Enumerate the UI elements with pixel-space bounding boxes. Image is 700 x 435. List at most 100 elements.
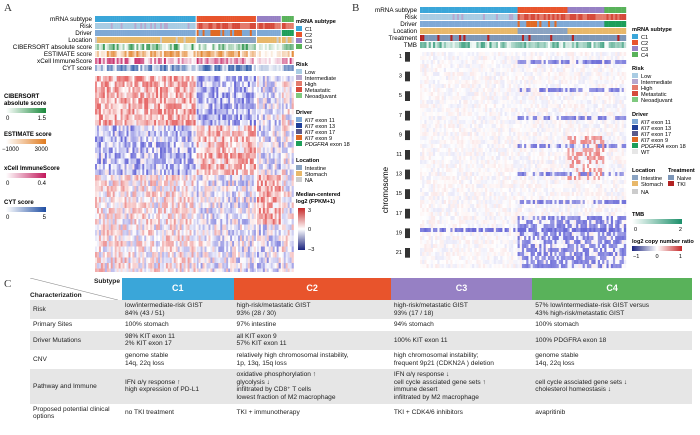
heatmap-cell bbox=[112, 235, 115, 242]
heatmap-cell bbox=[146, 153, 149, 159]
heatmap-cell bbox=[196, 230, 199, 236]
heatmap-cell bbox=[230, 120, 233, 126]
heatmap-cell bbox=[228, 219, 231, 225]
legend-swatch bbox=[296, 177, 302, 182]
heatmap-cell bbox=[226, 136, 229, 143]
heatmap-cell bbox=[108, 175, 111, 181]
treatment-cell bbox=[487, 35, 490, 41]
heatmap-cell bbox=[281, 98, 284, 104]
heatmap-cell bbox=[241, 125, 245, 132]
heatmap-cell bbox=[245, 92, 249, 99]
heatmap-cell bbox=[108, 241, 111, 247]
heatmap-cell bbox=[191, 263, 194, 269]
heatmap-cell bbox=[106, 109, 109, 115]
heatmap-cell bbox=[154, 147, 157, 154]
heatmap-cell bbox=[120, 92, 123, 99]
heatmap-cell bbox=[95, 164, 98, 170]
heatmap-cell bbox=[136, 263, 139, 269]
heatmap-cell bbox=[200, 125, 203, 132]
heatmap-cell bbox=[130, 252, 133, 258]
heatmap-cell bbox=[268, 186, 271, 192]
heatmap-cell bbox=[126, 186, 129, 192]
heatmap-cell bbox=[247, 197, 251, 203]
score-cell bbox=[278, 65, 281, 71]
heatmap-cell bbox=[187, 186, 190, 192]
treatment-cell bbox=[422, 35, 425, 41]
heatmap-cell bbox=[160, 125, 163, 132]
tmb-cell bbox=[506, 42, 510, 48]
heatmap-cell bbox=[226, 109, 229, 115]
heatmap-cell bbox=[230, 202, 233, 209]
heatmap-cell bbox=[193, 197, 196, 203]
heatmap-cell bbox=[142, 92, 145, 99]
score-cell bbox=[256, 51, 260, 57]
heatmap-cell bbox=[283, 197, 286, 203]
heatmap-cell bbox=[102, 191, 106, 198]
heatmap-cell bbox=[256, 142, 260, 148]
heatmap-cell bbox=[291, 213, 294, 220]
heatmap-cell bbox=[150, 241, 153, 247]
score-cell bbox=[140, 58, 143, 64]
location-cell bbox=[619, 28, 622, 34]
score-cell bbox=[262, 58, 266, 64]
heatmap-cell bbox=[173, 246, 176, 253]
heatmap-cell bbox=[272, 98, 275, 104]
heatmap-cell bbox=[243, 213, 247, 220]
heatmap-cell bbox=[156, 103, 159, 110]
heatmap-cell bbox=[224, 164, 227, 170]
heatmap-cell bbox=[245, 109, 249, 115]
heatmap-cell bbox=[224, 142, 227, 148]
location-cell bbox=[289, 37, 292, 43]
score-cell bbox=[276, 58, 279, 64]
heatmap-cell bbox=[183, 197, 186, 203]
heatmap-cell bbox=[126, 131, 129, 137]
heatmap-cell bbox=[270, 158, 273, 165]
heatmap-cell bbox=[247, 98, 251, 104]
heatmap-cell bbox=[204, 263, 207, 269]
heatmap-cell bbox=[216, 208, 219, 214]
heatmap-cell bbox=[98, 114, 102, 121]
heatmap-cell bbox=[276, 208, 279, 214]
heatmap-cell bbox=[189, 180, 192, 187]
heatmap-cell bbox=[181, 219, 184, 225]
risk-cell bbox=[491, 14, 494, 20]
heatmap-cell bbox=[289, 142, 292, 148]
heatmap-cell bbox=[122, 76, 125, 82]
heatmap-cell bbox=[163, 164, 167, 170]
heatmap-cell bbox=[266, 235, 269, 242]
driver-cell bbox=[210, 30, 213, 36]
heatmap-cell bbox=[158, 268, 161, 272]
heatmap-cell bbox=[148, 158, 151, 165]
heatmap-cell bbox=[214, 208, 217, 214]
heatmap-cell bbox=[218, 87, 221, 93]
heatmap-cell bbox=[216, 169, 219, 176]
heatmap-cell bbox=[128, 252, 131, 258]
treatment-cell bbox=[433, 35, 436, 41]
heatmap-cell bbox=[102, 164, 106, 170]
heatmap-cell bbox=[251, 125, 254, 132]
heatmap-cell bbox=[130, 246, 133, 253]
mrna-subtype-cell bbox=[487, 7, 490, 13]
heatmap-cell bbox=[189, 213, 192, 220]
heatmap-cell bbox=[264, 158, 267, 165]
risk-cell bbox=[435, 14, 438, 20]
mrna-subtype-cell bbox=[422, 7, 425, 13]
heatmap-cell bbox=[177, 103, 180, 110]
location-cell bbox=[278, 37, 281, 43]
heatmap-cell bbox=[104, 175, 108, 181]
heatmap-cell bbox=[289, 224, 292, 231]
heatmap-cell bbox=[167, 180, 171, 187]
heatmap-cell bbox=[110, 252, 113, 258]
heatmap-cell bbox=[285, 81, 288, 88]
heatmap-cell bbox=[268, 197, 271, 203]
heatmap-cell bbox=[158, 103, 161, 110]
estimate-gradient bbox=[6, 139, 46, 144]
heatmap-cell bbox=[247, 76, 251, 82]
heatmap-cell bbox=[236, 219, 239, 225]
heatmap-cell bbox=[142, 241, 145, 247]
heatmap-cell bbox=[218, 136, 221, 143]
heatmap-cell bbox=[208, 263, 211, 269]
heatmap-cell bbox=[218, 125, 221, 132]
heatmap-cell bbox=[108, 257, 111, 264]
heatmap-cell bbox=[146, 219, 149, 225]
